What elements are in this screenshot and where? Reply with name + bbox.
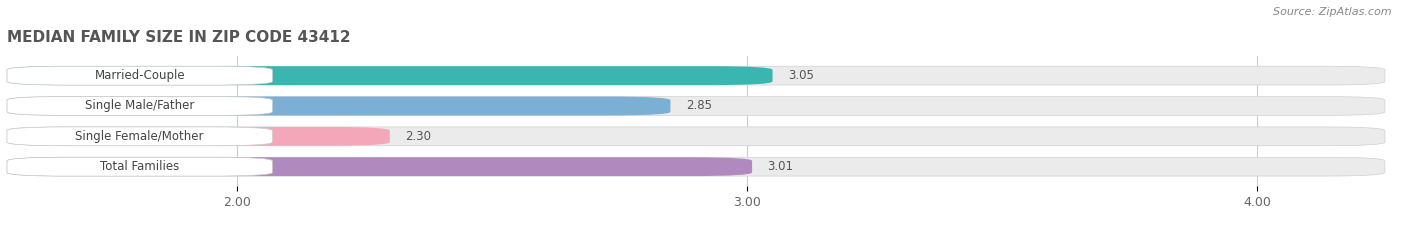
Text: Married-Couple: Married-Couple — [94, 69, 186, 82]
FancyBboxPatch shape — [7, 97, 273, 115]
Text: MEDIAN FAMILY SIZE IN ZIP CODE 43412: MEDIAN FAMILY SIZE IN ZIP CODE 43412 — [7, 30, 350, 45]
FancyBboxPatch shape — [7, 97, 1385, 115]
FancyBboxPatch shape — [7, 157, 1385, 176]
FancyBboxPatch shape — [7, 66, 273, 85]
FancyBboxPatch shape — [7, 66, 772, 85]
FancyBboxPatch shape — [7, 157, 273, 176]
Text: Single Male/Father: Single Male/Father — [84, 99, 194, 113]
Text: 2.30: 2.30 — [405, 130, 432, 143]
FancyBboxPatch shape — [7, 66, 1385, 85]
FancyBboxPatch shape — [7, 157, 752, 176]
FancyBboxPatch shape — [7, 97, 671, 115]
FancyBboxPatch shape — [7, 127, 273, 146]
FancyBboxPatch shape — [7, 127, 1385, 146]
Text: Total Families: Total Families — [100, 160, 180, 173]
Text: Source: ZipAtlas.com: Source: ZipAtlas.com — [1274, 7, 1392, 17]
Text: Single Female/Mother: Single Female/Mother — [76, 130, 204, 143]
Text: 3.01: 3.01 — [768, 160, 793, 173]
Text: 3.05: 3.05 — [787, 69, 814, 82]
FancyBboxPatch shape — [7, 127, 389, 146]
Text: 2.85: 2.85 — [686, 99, 711, 113]
